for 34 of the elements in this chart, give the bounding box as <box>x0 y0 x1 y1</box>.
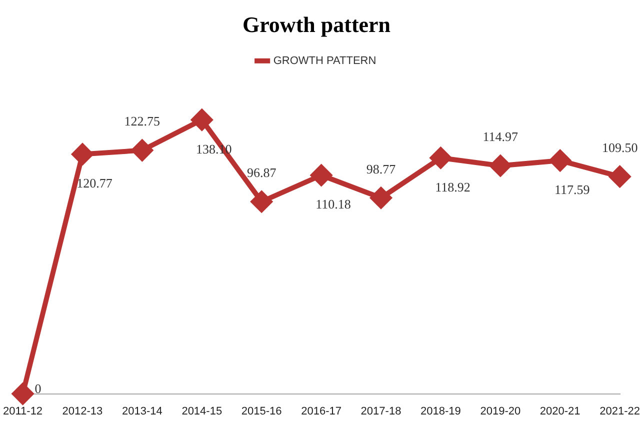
x-tick-label: 2013-14 <box>122 405 162 418</box>
x-tick-label: 2019-20 <box>480 405 521 418</box>
data-label: 0 <box>34 381 42 396</box>
chart-title: Growth pattern <box>242 12 391 37</box>
data-label: 120.77 <box>76 176 113 191</box>
point <box>370 187 392 208</box>
data-label: 122.75 <box>124 114 160 129</box>
x-tick-label: 2020-21 <box>540 405 580 418</box>
legend-label: GROWTH PATTERN <box>273 54 376 67</box>
data-label: 109.50 <box>602 140 638 155</box>
point <box>490 155 511 176</box>
point <box>12 383 34 404</box>
point <box>72 144 93 165</box>
point <box>251 191 272 212</box>
x-tick-label: 2021-22 <box>600 405 640 418</box>
x-tick-label: 2015-16 <box>241 405 282 418</box>
point <box>430 147 452 168</box>
data-label: 96.87 <box>246 165 277 180</box>
x-tick-label: 2017-18 <box>360 405 402 418</box>
point <box>310 164 332 186</box>
point <box>550 150 571 172</box>
point <box>191 109 212 130</box>
data-label: 110.18 <box>316 196 351 212</box>
data-label: 117.59 <box>554 182 590 197</box>
data-label: 98.77 <box>366 161 396 176</box>
data-label: 118.92 <box>435 179 470 194</box>
point <box>609 166 630 188</box>
x-tick-label: 2018-19 <box>420 405 461 418</box>
data-label: 114.97 <box>482 129 519 144</box>
x-tick-label: 2016-17 <box>301 405 342 418</box>
x-tick-label: 2012-13 <box>62 405 103 418</box>
x-tick-label: 2011-12 <box>2 405 43 418</box>
x-tick-label: 2014-15 <box>182 405 222 418</box>
point <box>132 140 153 161</box>
